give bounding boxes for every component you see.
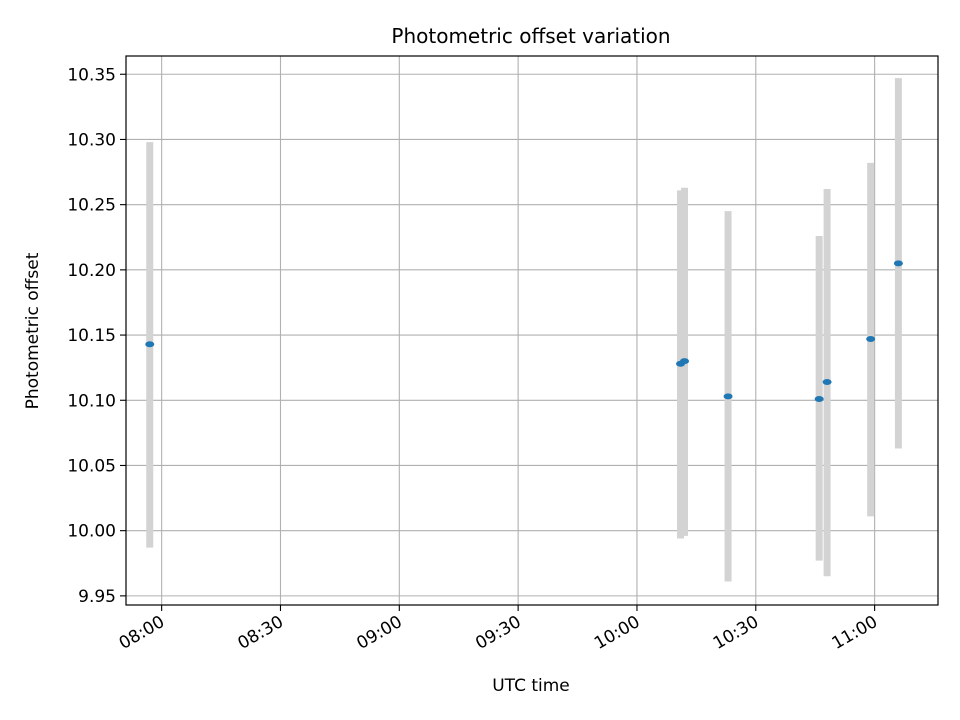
data-point (814, 395, 824, 402)
y-tick-label: 10.00 (67, 522, 116, 542)
data-point (866, 335, 876, 342)
data-point (822, 379, 832, 386)
chart-title: Photometric offset variation (391, 24, 670, 48)
y-tick-label: 10.05 (67, 456, 116, 476)
grid (126, 56, 938, 605)
y-tick-label: 10.30 (67, 130, 116, 150)
data-point (893, 260, 903, 267)
y-tick-label: 10.20 (67, 261, 116, 281)
data-point (145, 341, 155, 348)
data-points (145, 260, 903, 402)
data-point (723, 393, 733, 400)
y-tick-label: 10.15 (67, 326, 116, 346)
y-tick-label: 10.35 (67, 65, 116, 85)
y-tick-label: 10.10 (67, 391, 116, 411)
plot-frame (125, 55, 939, 606)
y-tick-label: 9.95 (78, 587, 116, 607)
data-point (679, 358, 689, 365)
x-axis-label: UTC time (492, 676, 570, 696)
y-tick-label: 10.25 (67, 196, 116, 216)
y-axis-ticks: 9.95 10.00 10.05 10.10 10.15 10.20 10.25 10.30 1… (67, 65, 126, 607)
y-axis-label: Photometric offset (23, 252, 43, 409)
